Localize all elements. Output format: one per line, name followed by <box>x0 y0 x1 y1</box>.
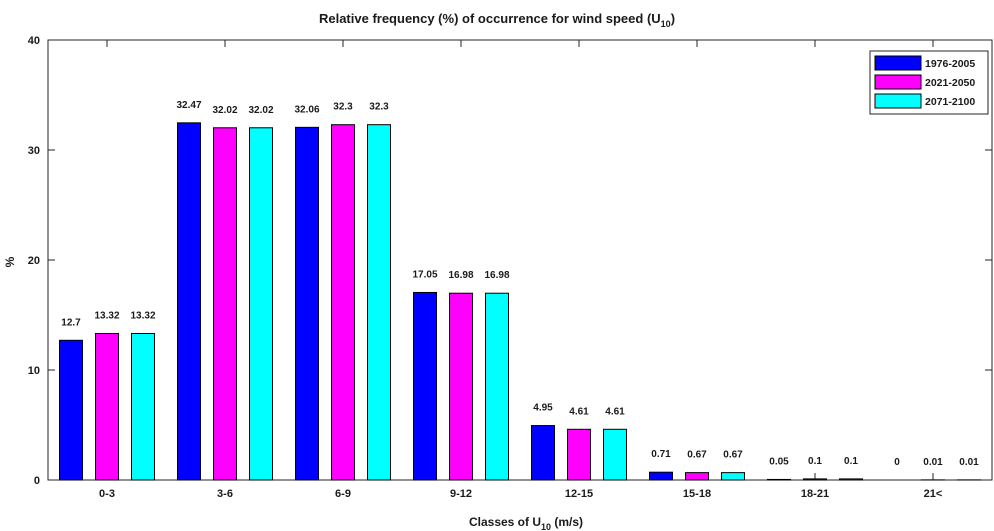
legend-label: 1976-2005 <box>925 58 975 70</box>
data-label: 13.32 <box>130 310 155 321</box>
y-tick-label: 10 <box>28 365 40 377</box>
data-label: 0.1 <box>808 456 822 467</box>
data-label: 0.67 <box>723 450 743 461</box>
data-label: 0 <box>894 457 900 468</box>
data-label: 0.67 <box>687 450 707 461</box>
bars <box>59 122 981 481</box>
chart-title: Relative frequency (%) of occurrence for… <box>319 11 675 29</box>
data-label: 4.95 <box>533 403 553 414</box>
data-label: 12.7 <box>61 317 81 328</box>
data-label: 32.02 <box>248 105 273 116</box>
x-axis-label: Classes of U10 (m/s) <box>469 515 583 531</box>
x-tick-labels: 0-3 3-6 6-9 9-12 12-15 15-18 18-21 21< <box>99 488 942 500</box>
bar-2071-2100 <box>249 127 273 481</box>
x-tick-label: 6-9 <box>335 488 351 500</box>
y-tick-labels: 0 10 20 30 40 <box>28 35 40 487</box>
bar-1976-2005 <box>649 471 673 481</box>
bar-1976-2005 <box>177 122 201 481</box>
x-tick-label: 9-12 <box>450 488 472 500</box>
legend-swatch <box>874 93 922 109</box>
data-label: 4.61 <box>605 406 625 417</box>
data-label: 16.98 <box>484 270 509 281</box>
data-label: 16.98 <box>448 270 473 281</box>
data-label: 0.1 <box>844 456 858 467</box>
bar-2021-2050 <box>331 124 355 481</box>
bar-2071-2100 <box>367 124 391 481</box>
y-tick-label: 0 <box>34 475 40 487</box>
x-tick-label: 21< <box>924 488 943 500</box>
data-label: 32.02 <box>212 105 237 116</box>
data-label: 0.01 <box>923 457 943 468</box>
bar-2021-2050 <box>95 332 119 481</box>
bar-2021-2050 <box>449 292 473 481</box>
x-tick-label: 15-18 <box>683 488 711 500</box>
bar-1976-2005 <box>413 291 437 481</box>
bar-2071-2100 <box>131 332 155 481</box>
chart-title-main: Relative frequency (%) of occurrence for… <box>319 11 661 26</box>
x-tick-label: 18-21 <box>801 488 829 500</box>
data-label: 32.3 <box>369 102 389 113</box>
y-axis-label: % <box>3 256 17 267</box>
data-label: 0.05 <box>769 456 789 467</box>
x-tick-label: 0-3 <box>99 488 115 500</box>
chart-title-end: ) <box>671 11 675 26</box>
data-label: 0.01 <box>959 457 979 468</box>
data-labels: 12.7 13.32 13.32 32.47 32.02 32.02 32.06 32.3 32… <box>61 100 979 468</box>
bar-2021-2050 <box>213 127 237 481</box>
data-label: 4.61 <box>569 406 589 417</box>
x-tick-label: 3-6 <box>217 488 233 500</box>
y-tick-label: 30 <box>28 145 40 157</box>
x-tick-label: 12-15 <box>565 488 593 500</box>
legend-swatch <box>874 55 922 71</box>
x-axis-label-main: Classes of U <box>469 515 541 529</box>
data-label: 32.06 <box>294 104 319 115</box>
bar-2021-2050 <box>685 472 709 481</box>
bar-1976-2005 <box>295 126 319 481</box>
bar-1976-2005 <box>767 478 791 481</box>
legend: 1976-2005 2021-2050 2071-2100 <box>869 50 989 115</box>
data-label: 0.71 <box>651 449 671 460</box>
y-tick-label: 40 <box>28 35 40 47</box>
data-label: 13.32 <box>94 310 119 321</box>
y-tick-label: 20 <box>28 255 40 267</box>
bar-2021-2050 <box>803 478 827 481</box>
plot-area: 12.7 13.32 13.32 32.47 32.02 32.02 32.06 32.3 32… <box>28 35 993 500</box>
x-axis-label-subscript: 10 <box>541 522 551 531</box>
chart-title-subscript: 10 <box>661 19 671 29</box>
bar-2071-2100 <box>839 478 863 481</box>
bar-2071-2100 <box>721 472 745 481</box>
bar-2071-2100 <box>603 428 627 481</box>
data-label: 32.3 <box>333 102 353 113</box>
bar-1976-2005 <box>531 425 555 481</box>
bar-2071-2100 <box>485 292 509 481</box>
data-label: 17.05 <box>412 269 437 280</box>
data-label: 32.47 <box>176 100 201 111</box>
x-axis-label-end: (m/s) <box>551 515 583 529</box>
legend-swatch <box>874 74 922 90</box>
bar-1976-2005 <box>59 339 83 481</box>
legend-label: 2021-2050 <box>925 77 975 89</box>
legend-label: 2071-2100 <box>925 96 975 108</box>
bar-2021-2050 <box>567 428 591 481</box>
